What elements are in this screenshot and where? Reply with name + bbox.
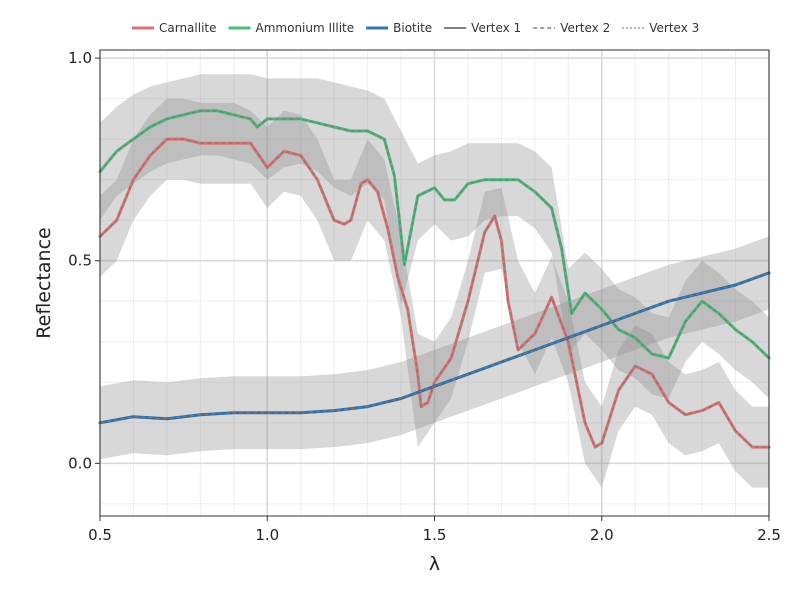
legend-label: Carnallite [159,21,217,35]
series-lines [98,109,771,449]
uncertainty-band-1 [100,74,769,399]
y-tick-label: 0.0 [68,454,92,472]
legend-label: Ammonium Illite [256,21,355,35]
uncertainty-band-2 [100,98,769,488]
y-axis-title: Reflectance [33,227,55,338]
legend-item-ammonium-illite: Ammonium Illite [228,21,355,35]
legend-label: Vertex 1 [471,21,521,35]
y-tick-label: 0.5 [68,252,92,270]
x-tick-label: 2.5 [757,526,781,544]
x-tick-label: 0.5 [88,526,112,544]
uncertainty-band-3 [100,236,769,460]
legend-item-vertex-2: Vertex 2 [533,21,610,35]
y-tick-label: 1.0 [68,49,92,67]
x-tick-label: 1.5 [423,526,447,544]
legend-item-biotite: Biotite [366,21,432,35]
x-axis-title: λ [429,553,440,575]
vertex-line-biotite [99,272,770,424]
legend-label: Vertex 3 [649,21,699,35]
x-axis-ticks: 0.5 1.0 1.5 2.0 2.5 [88,516,781,544]
vertex-line-ammonium-illite [99,110,770,359]
uncertainty-bands [100,74,769,488]
legend-label: Vertex 2 [560,21,610,35]
legend-item-vertex-3: Vertex 3 [622,21,699,35]
vertex-line-carnallite [99,138,769,449]
x-tick-label: 1.0 [255,526,279,544]
legend: Carnallite Ammonium Illite Biotite Vertex 1… [132,21,699,35]
legend-item-vertex-1: Vertex 1 [444,21,521,35]
legend-label: Biotite [393,21,432,35]
x-tick-label: 2.0 [590,526,614,544]
y-axis-ticks: 0.0 0.5 1.0 [68,49,100,472]
legend-item-carnallite: Carnallite [132,21,217,35]
